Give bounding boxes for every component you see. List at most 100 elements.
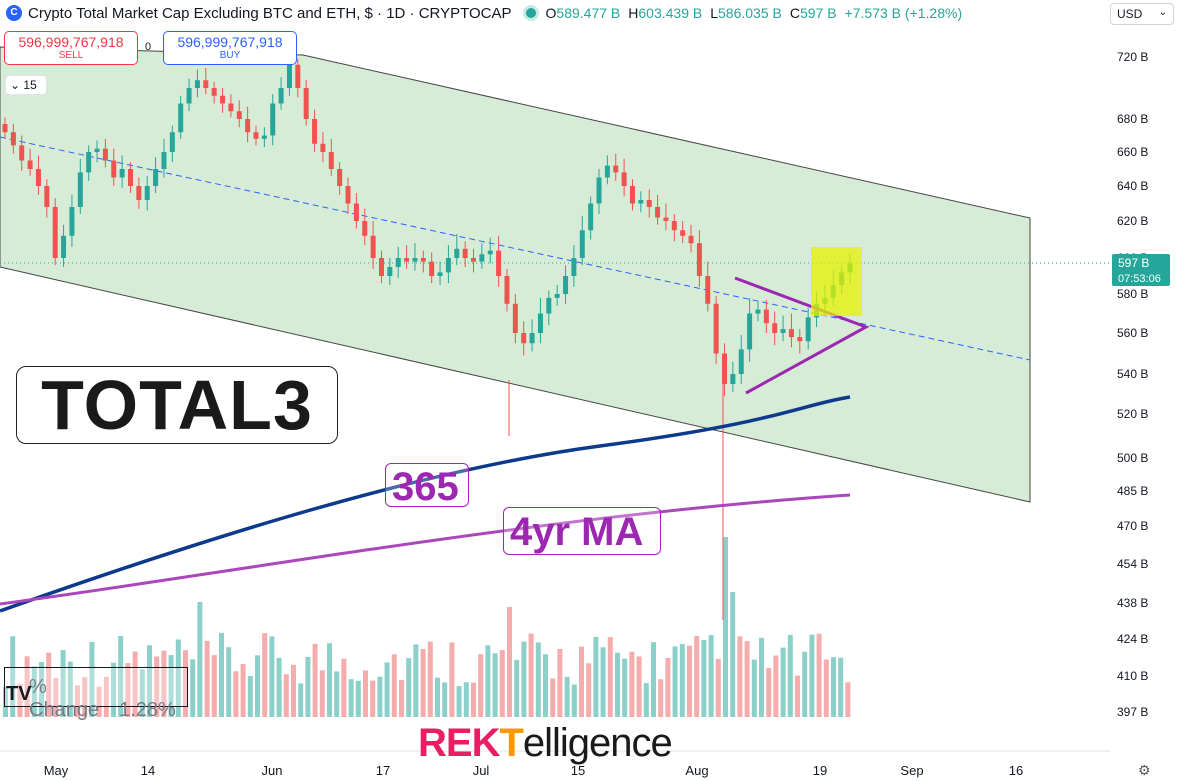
candle-body	[563, 276, 569, 294]
volume-bar	[831, 657, 836, 717]
currency-select[interactable]: USD ⌄	[1110, 3, 1174, 25]
volume-bar	[312, 643, 318, 717]
interval-toggle[interactable]: ⌄ 15	[5, 75, 47, 95]
sell-label: SELL	[58, 50, 84, 61]
candle-body	[278, 88, 284, 104]
volume-bar	[226, 647, 232, 717]
y-tick-label: 397 B	[1117, 705, 1148, 719]
y-tick-label: 660 B	[1117, 145, 1148, 159]
volume-bar	[615, 652, 620, 717]
candle-body	[35, 169, 41, 186]
candle-body	[337, 169, 343, 186]
volume-bar	[283, 674, 289, 717]
volume-bar	[255, 655, 260, 717]
volume-bar	[593, 636, 599, 717]
volume-bar	[341, 658, 347, 717]
candle-body	[412, 258, 418, 262]
candle-body	[588, 203, 594, 231]
volume-bar	[111, 662, 116, 717]
volume-bar	[118, 636, 124, 717]
go-to-date-icon[interactable]: ⚙	[1138, 762, 1151, 778]
sell-button[interactable]: 596,999,767,918 SELL	[4, 31, 138, 65]
volume-bar	[780, 647, 786, 717]
candle-body	[270, 103, 276, 136]
candle-body	[638, 200, 644, 204]
volume-bar	[600, 647, 606, 717]
volume-bar	[247, 675, 253, 717]
candle-body	[387, 267, 393, 276]
candle-body	[763, 309, 769, 324]
volume-bar	[694, 635, 700, 717]
volume-bar	[132, 651, 138, 717]
candle-body	[512, 303, 518, 333]
volume-bar	[67, 661, 73, 717]
volume-bar	[823, 659, 829, 717]
candle-body	[102, 148, 108, 161]
volume-bar	[103, 676, 109, 717]
buy-button[interactable]: 596,999,767,918 BUY	[163, 31, 297, 65]
volume-bar	[492, 653, 498, 717]
candle-body	[378, 258, 384, 276]
candle-body	[312, 119, 318, 144]
candle-body	[454, 248, 460, 258]
volume-bar	[607, 637, 613, 717]
volume-bar	[773, 655, 779, 717]
sell-price: 596,999,767,918	[18, 34, 124, 50]
candle-body	[437, 272, 443, 276]
volume-bar	[514, 659, 520, 717]
candle-body	[228, 103, 234, 112]
volume-bar	[53, 677, 59, 717]
tradingview-logo[interactable]: TV	[6, 683, 32, 705]
volume-bar	[449, 642, 455, 717]
volume-bar	[564, 676, 570, 717]
volume-bar	[471, 682, 476, 717]
y-tick-label: 560 B	[1117, 326, 1148, 340]
y-tick-label: 500 B	[1117, 451, 1148, 465]
ohlc-close: C597 B	[789, 5, 837, 21]
volume-bar	[147, 645, 152, 717]
chevron-down-icon: ⌄	[1158, 7, 1167, 18]
volume-bar	[183, 650, 188, 717]
interval-value: 15	[23, 78, 37, 92]
volume-bar	[3, 687, 8, 717]
price-tag-value: 597 B	[1118, 256, 1149, 270]
volume-bar	[319, 670, 325, 717]
volume-bar	[651, 642, 656, 717]
x-tick-label: 15	[571, 763, 585, 778]
ma365-label: 365	[385, 463, 469, 507]
volume-bar	[269, 636, 275, 717]
volume-bar	[456, 686, 462, 717]
y-tick-label: 720 B	[1117, 50, 1148, 64]
spread-value: 0	[145, 41, 152, 53]
candle-body	[253, 132, 259, 139]
price-tag	[1112, 254, 1170, 286]
candle-body	[429, 261, 435, 276]
candle-body	[604, 165, 610, 178]
candle-body	[713, 303, 719, 354]
volume-bar	[39, 662, 44, 717]
candle-body	[521, 333, 527, 344]
candle-body	[119, 169, 125, 178]
candle-body	[579, 230, 585, 258]
volume-bar	[687, 645, 692, 717]
candle-body	[245, 119, 251, 133]
volume-bar	[478, 654, 484, 717]
chart-header: C Crypto Total Market Cap Excluding BTC …	[0, 0, 1105, 26]
candle-body	[211, 88, 217, 96]
volume-bar	[370, 680, 376, 717]
volume-bar	[413, 644, 419, 717]
volume-bar	[291, 664, 296, 717]
volume-bar	[723, 537, 728, 717]
volume-bar	[219, 632, 224, 717]
volume-bar	[586, 663, 592, 717]
volume-bar	[643, 683, 649, 717]
candle-body	[655, 207, 661, 218]
x-tick-label: Aug	[685, 763, 708, 778]
volume-bar	[442, 682, 448, 717]
x-tick-label: 16	[1009, 763, 1023, 778]
y-tick-label: 438 B	[1117, 596, 1148, 610]
candle-body	[404, 258, 410, 262]
candle-body	[462, 248, 468, 258]
volume-bar	[46, 652, 52, 717]
